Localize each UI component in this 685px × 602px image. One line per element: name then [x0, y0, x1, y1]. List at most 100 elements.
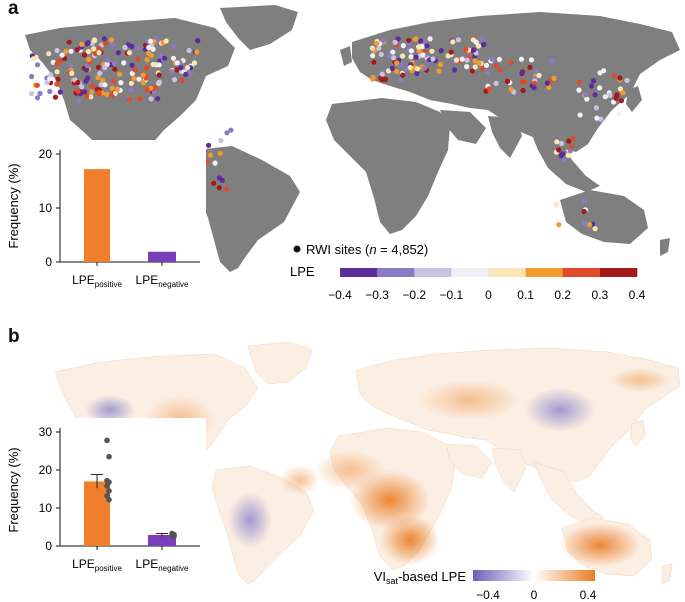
rwi-site-point [561, 157, 567, 163]
rwi-site-point [370, 76, 376, 82]
rwi-site-point [128, 87, 134, 93]
inset-b-background [36, 418, 206, 590]
rwi-site-point [216, 185, 222, 191]
rwi-site-point [581, 208, 587, 215]
rwi-site-point [34, 95, 41, 101]
rwi-site-point [489, 56, 495, 62]
rwi-site-point [85, 40, 91, 46]
rwi-site-point [390, 49, 396, 55]
rwi-site-point [76, 98, 82, 104]
legend-panel-b: VIsat-based LPE −0.4 0 0.4 [374, 569, 597, 602]
y-tick-label: 30 [39, 425, 53, 439]
inset-a-y-ticks: 0 10 20 [39, 147, 60, 269]
rwi-site-point [151, 90, 157, 96]
rwi-site-point [156, 72, 162, 78]
rwi-site-point [386, 52, 392, 59]
rwi-site-point [378, 51, 384, 58]
rwi-site-point [554, 139, 560, 145]
rwi-site-point [427, 36, 433, 42]
rwi-site-point [533, 68, 539, 75]
rwi-site-point [129, 43, 135, 50]
rwi-site-point [81, 89, 88, 95]
rwi-site-point [450, 39, 456, 45]
rwi-site-point [504, 78, 511, 84]
rwi-site-point [171, 77, 178, 83]
bar-lpe-negative [148, 251, 176, 262]
rwi-site-point [54, 47, 60, 54]
colorbar-b-tick: 0 [531, 588, 538, 602]
rwi-site-point [85, 75, 91, 81]
rwi-site-point [493, 80, 499, 86]
rwi-site-point [136, 76, 142, 82]
rwi-site-point [414, 70, 420, 77]
colorbar-a-tick: 0.4 [629, 288, 646, 302]
colorbar-b-tick: −0.4 [476, 588, 500, 602]
rwi-site-point [91, 37, 97, 43]
colorbar-a-tick: −0.1 [440, 288, 464, 302]
rwi-site-point [85, 49, 91, 55]
rwi-site-point [469, 68, 475, 74]
rwi-site-point [170, 55, 177, 61]
rwi-site-point [194, 49, 200, 55]
greenland-landmass-b [247, 341, 313, 385]
inset-a-background [36, 140, 206, 300]
india-landmass-b [491, 447, 527, 493]
y-tick-label: 20 [39, 463, 53, 477]
rwi-site-point [102, 82, 108, 88]
rwi-site-point [519, 70, 525, 77]
rwi-site-point [587, 221, 593, 228]
colorbar-b-gradient [473, 570, 595, 581]
rwi-site-point [223, 186, 229, 192]
rwi-site-point [110, 78, 117, 84]
colorbar-b-tick-labels: −0.4 0 0.4 [476, 588, 597, 602]
rwi-site-point [453, 57, 460, 63]
rwi-site-point [437, 62, 443, 68]
rwi-site-point [135, 45, 142, 51]
rwi-site-point [95, 64, 101, 70]
rwi-site-point [137, 96, 143, 102]
rwi-site-point [371, 59, 377, 65]
rwi-site-point [83, 67, 90, 73]
rwi-site-point [597, 70, 603, 76]
rwi-site-point [171, 43, 177, 49]
rwi-site-point [126, 96, 133, 102]
colorbar-a-segment [599, 268, 638, 277]
rwi-site-point [63, 48, 69, 54]
colorbar-a-segment [414, 268, 452, 277]
rwi-site-point [389, 65, 395, 71]
rwi-site-point [602, 94, 608, 100]
rwi-site-point [398, 77, 404, 83]
rwi-site-point [84, 93, 90, 99]
rwi-site-point [549, 58, 555, 64]
rwi-site-point [144, 87, 150, 93]
rwi-site-point [620, 90, 626, 96]
lpe-pattern-blob [420, 380, 520, 420]
rwi-site-point [570, 136, 576, 142]
rwi-site-point [228, 127, 234, 133]
y-tick-label: 0 [45, 255, 52, 269]
x-label-lpe-positive: LPEpositive [72, 557, 122, 573]
lpe-pattern-blob [560, 523, 640, 567]
rwi-site-point [79, 41, 85, 48]
panel-a-label: a [8, 0, 19, 19]
rwi-site-point [48, 72, 54, 78]
colorbar-a-tick: 0.2 [554, 288, 571, 302]
lpe-pattern-blob [525, 388, 595, 432]
rwi-site-point [420, 52, 426, 58]
rwi-site-point [150, 46, 156, 52]
rwi-site-point [616, 111, 622, 117]
colorbar-a-segment [377, 268, 415, 277]
rwi-site-point [577, 112, 583, 118]
rwi-site-point [169, 69, 175, 75]
rwi-site-point [89, 89, 95, 95]
rwi-site-point [47, 76, 53, 82]
x-label-lpe-positive: LPEpositive [72, 273, 122, 289]
rwi-site-point [69, 70, 75, 76]
rwi-site-point [184, 65, 191, 71]
rwi-site-point [544, 80, 550, 86]
rwi-site-point [398, 62, 404, 68]
legend-panel-a: RWI sites (n = 4,852) LPE −0.4 −0.3 −0.2 −0… [290, 242, 646, 302]
rwi-site-point [148, 38, 154, 44]
colorbar-a-tick-labels: −0.4 −0.3 −0.2 −0.1 0 0.1 0.2 0.3 0.4 [328, 288, 646, 302]
